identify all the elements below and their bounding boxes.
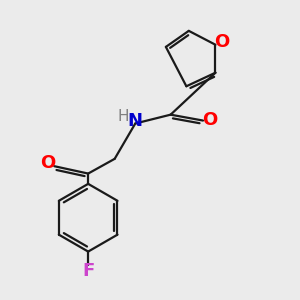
Text: N: N bbox=[127, 112, 142, 130]
Text: O: O bbox=[40, 154, 56, 172]
Text: H: H bbox=[118, 109, 129, 124]
Text: O: O bbox=[214, 33, 230, 51]
Text: F: F bbox=[82, 262, 94, 280]
Text: O: O bbox=[202, 111, 217, 129]
